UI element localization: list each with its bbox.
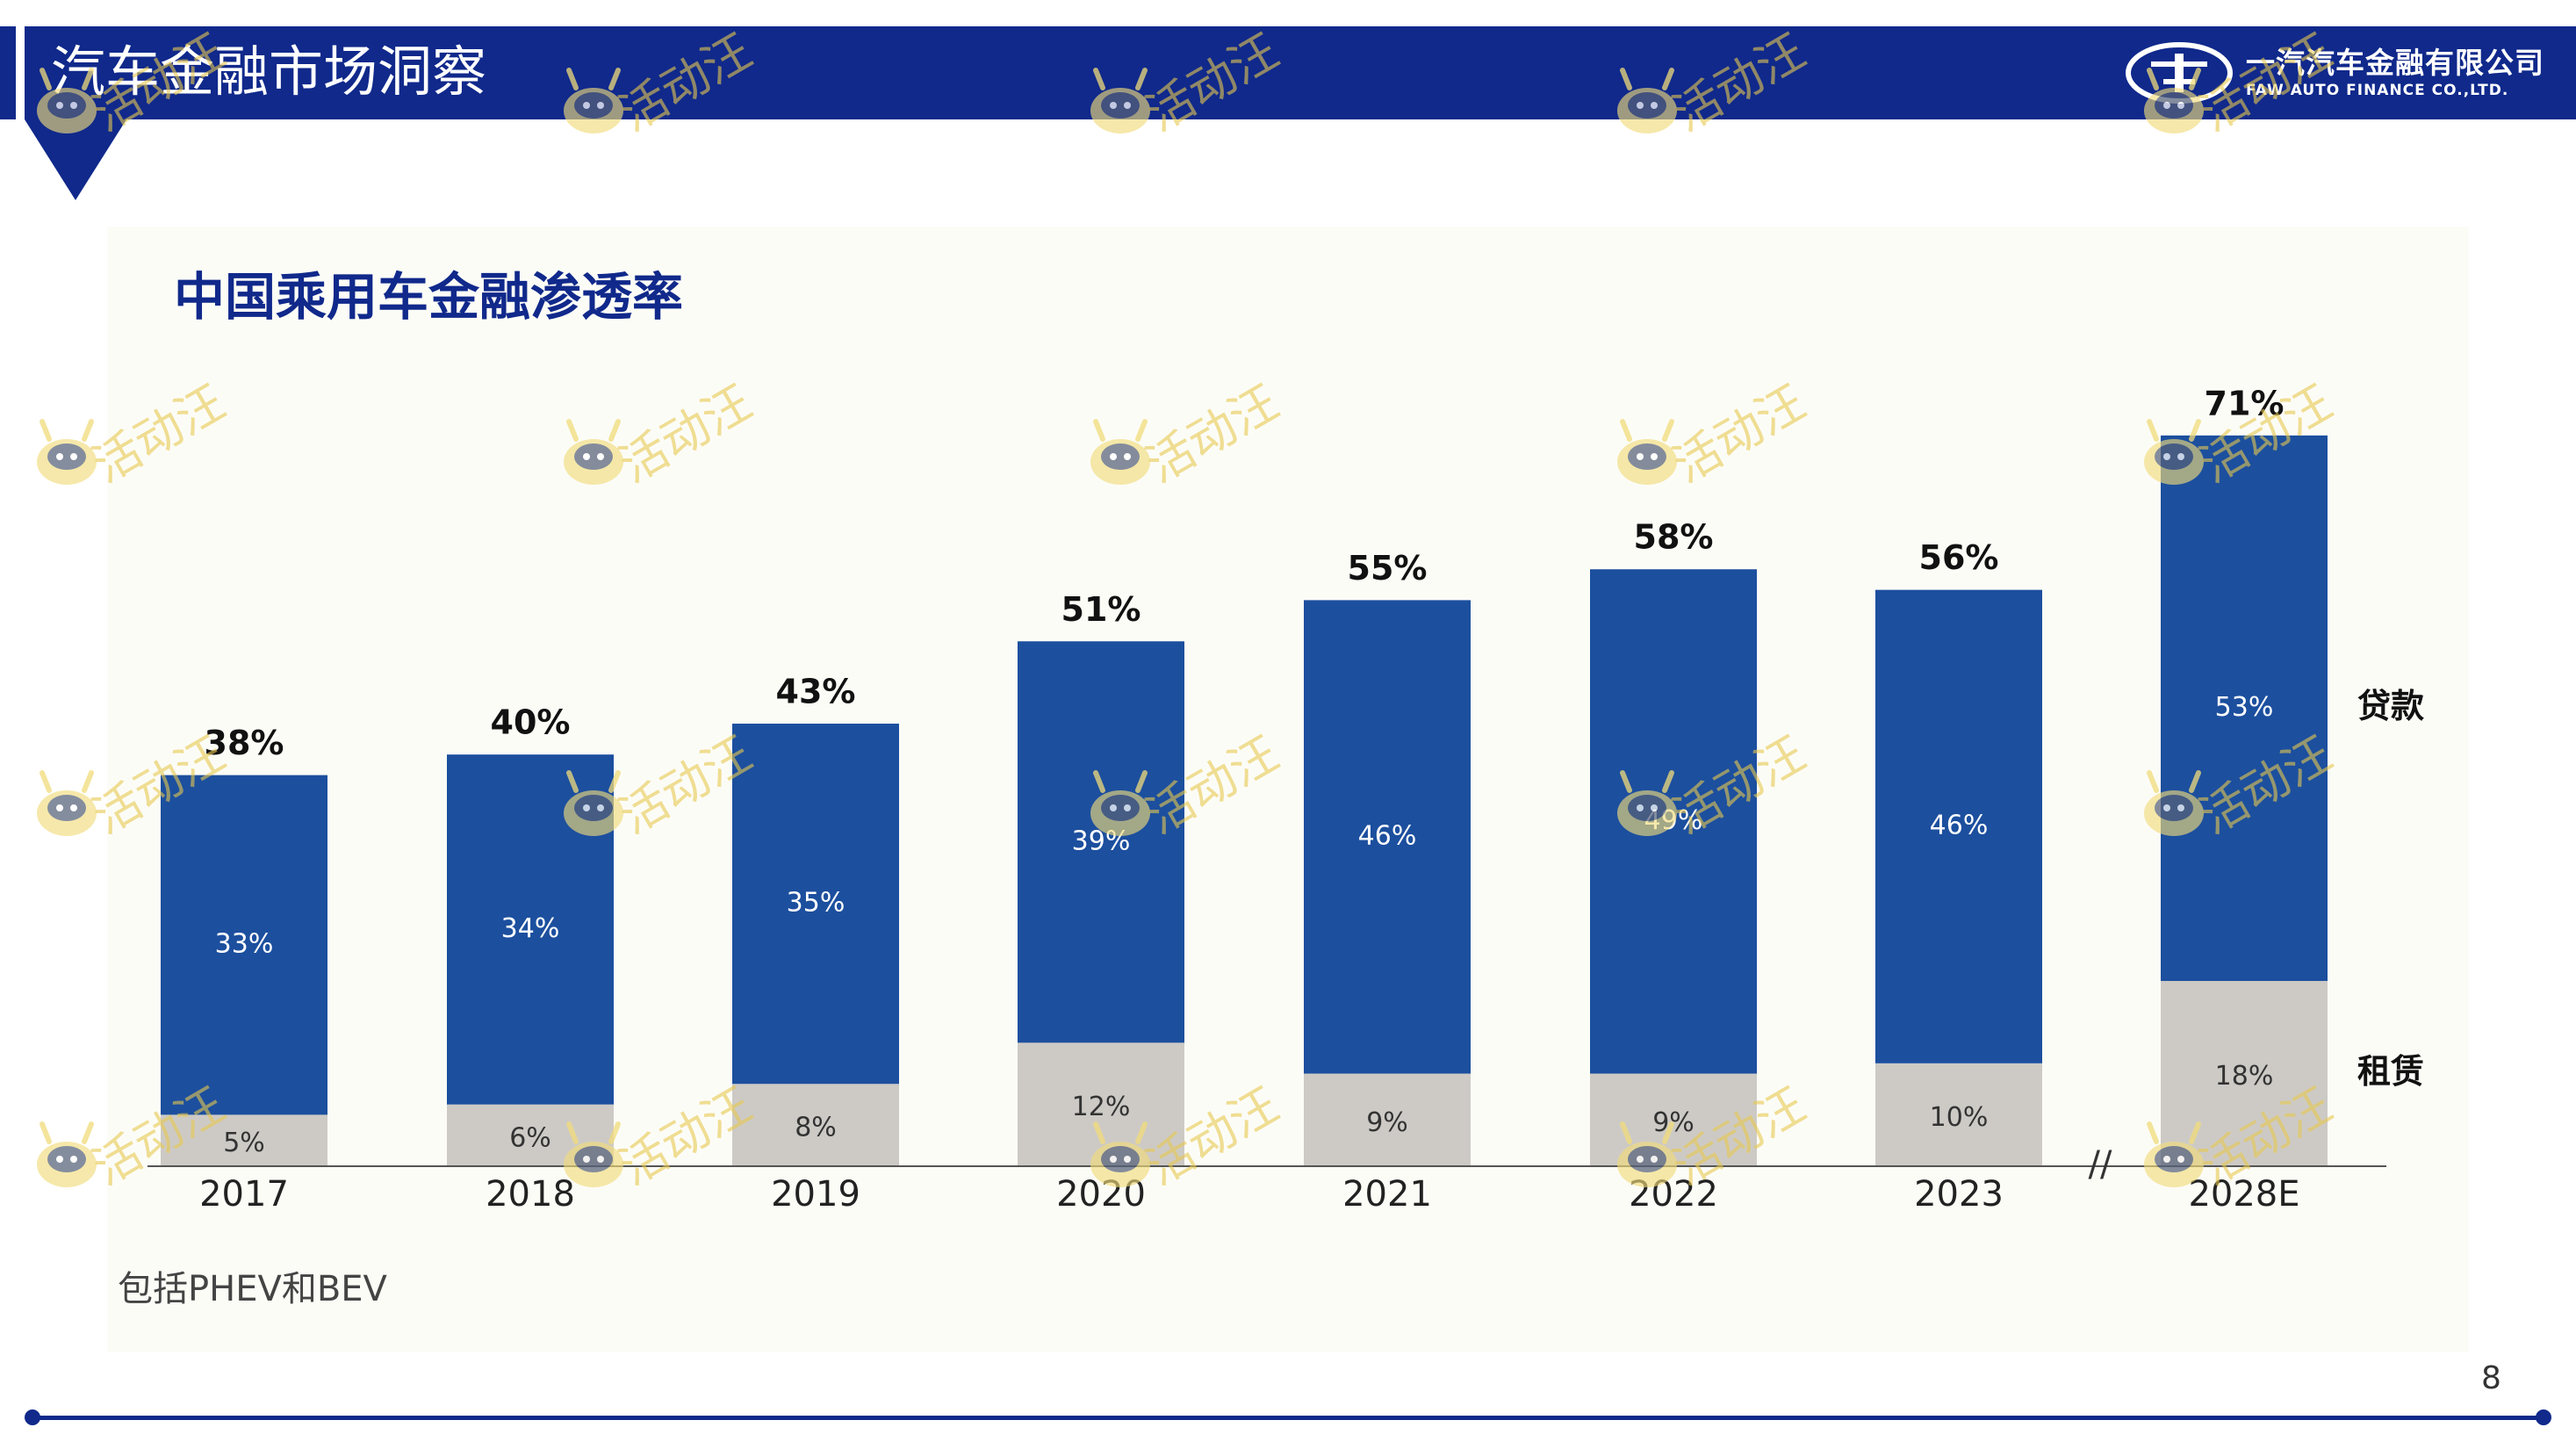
label-loan-2021: 46% [1358,820,1417,851]
bar-lease-2019 [732,1084,899,1166]
label-loan-2022: 49% [1644,805,1703,836]
label-lease-2017: 5% [223,1128,265,1158]
logo-chinese-name: 一汽汽车金融有限公司 [2246,46,2544,80]
bar-lease-2023 [1875,1063,2042,1166]
x-tick-2021: 2021 [1342,1174,1432,1215]
page-title: 汽车金融市场洞察 [51,40,487,104]
label-total-2018: 40% [491,703,571,742]
label-total-2022: 58% [1634,518,1714,557]
footer-line [33,1416,2543,1420]
label-lease-2023: 10% [1930,1102,1989,1133]
label-loan-2028E: 53% [2215,692,2274,723]
label-lease-2021: 9% [1366,1107,1408,1138]
label-total-2020: 51% [1061,590,1141,629]
label-total-2019: 43% [776,673,856,711]
label-loan-2017: 33% [215,929,274,960]
x-tick-2020: 2020 [1056,1174,1146,1215]
bar-loan-2017 [161,775,327,1115]
label-lease-2022: 9% [1652,1107,1695,1138]
label-loan-2023: 46% [1930,811,1989,841]
x-tick-2023: 2023 [1914,1174,2004,1215]
x-tick-2018: 2018 [486,1174,575,1215]
bar-lease-2021 [1304,1073,1471,1166]
label-total-2017: 38% [205,724,284,762]
chart-title: 中国乘用车金融渗透率 [174,267,684,327]
legend-label-loan: 贷款 [2357,687,2424,725]
label-total-2028E: 71% [2205,384,2285,422]
bar-loan-2023 [1875,589,2042,1063]
bar-loan-2020 [1018,641,1184,1043]
label-lease-2020: 12% [1072,1092,1131,1122]
bar-loan-2028E [2161,435,2328,982]
logo-english-name: FAW AUTO FINANCE CO.,LTD. [2246,82,2509,99]
label-loan-2018: 34% [501,913,560,944]
legend-label-lease: 租赁 [2357,1052,2424,1091]
header-left-accent [0,26,16,119]
label-total-2023: 56% [1919,538,1999,577]
footnote: 包括PHEV和BEV [118,1269,387,1309]
x-tick-2019: 2019 [771,1174,860,1215]
label-lease-2019: 8% [795,1113,837,1143]
label-lease-2018: 6% [509,1122,551,1153]
label-loan-2020: 39% [1072,825,1131,856]
bar-loan-2019 [732,724,899,1085]
x-tick-2017: 2017 [199,1174,289,1215]
x-tick-2028E: 2028E [2188,1174,2299,1215]
bar-lease-2017 [161,1114,327,1166]
label-lease-2028E: 18% [2215,1061,2274,1092]
x-tick-2022: 2022 [1629,1174,1718,1215]
page-number: 8 [2481,1360,2501,1396]
label-total-2021: 55% [1348,549,1428,588]
footer-dot-right [2536,1409,2551,1425]
footer-dot-left [25,1409,40,1425]
bar-loan-2021 [1304,600,1471,1074]
axis-break-mark: // [2089,1144,2112,1185]
label-loan-2019: 35% [787,888,845,919]
